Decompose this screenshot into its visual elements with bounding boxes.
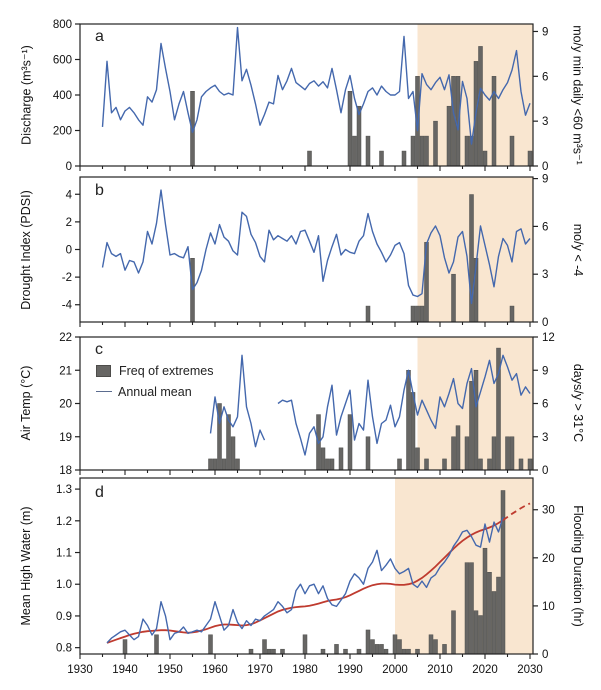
svg-text:1940: 1940	[112, 664, 138, 676]
svg-text:0: 0	[542, 465, 548, 477]
axis-title-hot-days-freq: days/y > 31°C	[571, 363, 585, 443]
svg-text:20: 20	[59, 399, 72, 411]
legend-item-freq-of-extremes: Freq of extremes	[96, 360, 213, 381]
svg-text:1.1: 1.1	[56, 548, 72, 560]
svg-text:3: 3	[542, 269, 548, 281]
legend-item-annual-mean: Annual mean	[96, 381, 213, 402]
svg-text:1980: 1980	[292, 664, 318, 676]
axis-title-drought-freq: mo/y < -4	[571, 223, 585, 277]
axis-title-mean-high-water: Mean High Water (m)	[19, 506, 33, 626]
svg-text:12: 12	[542, 332, 555, 344]
svg-text:-4: -4	[62, 300, 73, 312]
svg-text:19: 19	[59, 432, 72, 444]
legend-label: Annual mean	[118, 384, 192, 399]
svg-text:2000: 2000	[382, 664, 408, 676]
svg-text:30: 30	[542, 505, 555, 517]
legend-label: Freq of extremes	[119, 363, 214, 378]
svg-text:6: 6	[542, 221, 548, 233]
axis-title-air-temp: Air Temp (°C)	[19, 365, 33, 441]
panel-letter-a: a	[95, 28, 104, 45]
gray-bar-swatch-icon	[96, 364, 111, 377]
svg-text:22: 22	[59, 332, 72, 344]
svg-text:9: 9	[542, 365, 548, 377]
axis-title-low-flow-freq: mo/y min daily <60 m³s⁻¹	[570, 25, 585, 165]
svg-text:20: 20	[542, 553, 555, 565]
svg-text:9: 9	[542, 174, 548, 186]
svg-text:4: 4	[66, 189, 73, 201]
legend: Freq of extremes Annual mean	[96, 360, 213, 402]
svg-text:1960: 1960	[202, 664, 228, 676]
svg-text:2020: 2020	[472, 664, 498, 676]
svg-text:18: 18	[59, 465, 72, 477]
svg-text:0: 0	[542, 317, 548, 329]
svg-text:2030: 2030	[517, 664, 543, 676]
svg-text:2: 2	[66, 217, 72, 229]
svg-text:10: 10	[542, 601, 555, 613]
svg-text:0: 0	[542, 649, 548, 661]
svg-text:800: 800	[53, 19, 72, 31]
panel-letter-d: d	[95, 484, 104, 501]
svg-text:1930: 1930	[67, 664, 93, 676]
axis-title-discharge: Discharge (m³s⁻¹)	[19, 45, 34, 145]
panel-letter-b: b	[95, 182, 104, 199]
svg-text:1.2: 1.2	[56, 516, 72, 528]
svg-text:0: 0	[542, 161, 548, 173]
axis-title-drought-index: Drought Index (PDSI)	[19, 190, 33, 310]
svg-text:600: 600	[53, 55, 72, 67]
svg-text:1990: 1990	[337, 664, 363, 676]
svg-text:1.0: 1.0	[56, 579, 72, 591]
svg-text:3: 3	[542, 116, 548, 128]
svg-text:200: 200	[53, 126, 72, 138]
svg-text:0: 0	[66, 161, 72, 173]
panel-letter-c: c	[95, 341, 103, 358]
svg-text:0.8: 0.8	[56, 643, 72, 655]
line-swatch-icon	[96, 391, 112, 392]
svg-text:3: 3	[542, 432, 548, 444]
svg-text:0: 0	[66, 245, 72, 257]
axis-title-flooding-duration: Flooding Duration (hr)	[571, 505, 585, 627]
svg-text:1.3: 1.3	[56, 484, 72, 496]
svg-text:400: 400	[53, 90, 72, 102]
svg-text:9: 9	[542, 26, 548, 38]
svg-text:0.9: 0.9	[56, 611, 72, 623]
svg-text:1950: 1950	[157, 664, 183, 676]
svg-text:1970: 1970	[247, 664, 273, 676]
svg-text:6: 6	[542, 71, 548, 83]
svg-text:-2: -2	[62, 272, 72, 284]
svg-text:2010: 2010	[427, 664, 453, 676]
svg-text:21: 21	[59, 365, 72, 377]
svg-text:6: 6	[542, 399, 548, 411]
